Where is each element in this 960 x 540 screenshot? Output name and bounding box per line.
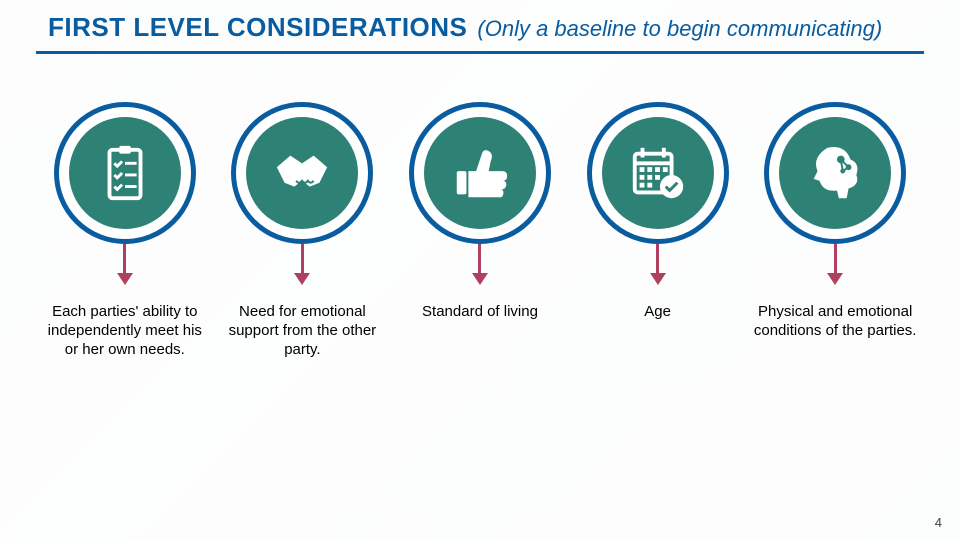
- circle-outer-0: [54, 102, 196, 244]
- clipboard-check-icon: [94, 142, 156, 204]
- calendar-check-icon: [627, 142, 689, 204]
- handshake-icon: [271, 142, 333, 204]
- pointer-arrow-0: [117, 273, 133, 285]
- title-main: FIRST LEVEL CONSIDERATIONS: [48, 12, 467, 43]
- circle-outer-3: [587, 102, 729, 244]
- circle-inner-3: [602, 117, 714, 229]
- circle-outer-2: [409, 102, 551, 244]
- item-1: Need for emotional support from the othe…: [214, 102, 392, 359]
- title-row: FIRST LEVEL CONSIDERATIONS (Only a basel…: [0, 0, 960, 43]
- item-0: Each parties' ability to independently m…: [36, 102, 214, 359]
- circle-0: [54, 102, 196, 244]
- caption-4: Physical and emotional conditions of the…: [750, 303, 920, 341]
- pointer-arrow-3: [650, 273, 666, 285]
- circle-4: [764, 102, 906, 244]
- caption-1: Need for emotional support from the othe…: [217, 303, 387, 359]
- caption-2: Standard of living: [422, 303, 538, 322]
- circle-3: [587, 102, 729, 244]
- pointer-stem-3: [656, 244, 659, 274]
- circle-outer-1: [231, 102, 373, 244]
- circle-inner-1: [246, 117, 358, 229]
- circle-inner-2: [424, 117, 536, 229]
- item-2: Standard of living: [391, 102, 569, 359]
- pointer-stem-2: [478, 244, 481, 274]
- caption-3: Age: [644, 303, 671, 322]
- pointer-arrow-2: [472, 273, 488, 285]
- items-row: Each parties' ability to independently m…: [0, 54, 960, 359]
- title-sub: (Only a baseline to begin communicating): [477, 16, 882, 42]
- pointer-arrow-4: [827, 273, 843, 285]
- circle-outer-4: [764, 102, 906, 244]
- item-4: Physical and emotional conditions of the…: [746, 102, 924, 359]
- pointer-arrow-1: [294, 273, 310, 285]
- circle-inner-0: [69, 117, 181, 229]
- item-3: Age: [569, 102, 747, 359]
- thumbs-up-icon: [449, 142, 511, 204]
- pointer-stem-4: [834, 244, 837, 274]
- page-number: 4: [935, 515, 942, 530]
- pointer-stem-0: [123, 244, 126, 274]
- brain-icon: [804, 142, 866, 204]
- slide: { "title": { "main": "FIRST LEVEL CONSID…: [0, 0, 960, 540]
- circle-2: [409, 102, 551, 244]
- pointer-stem-1: [301, 244, 304, 274]
- circle-inner-4: [779, 117, 891, 229]
- circle-1: [231, 102, 373, 244]
- caption-0: Each parties' ability to independently m…: [40, 303, 210, 359]
